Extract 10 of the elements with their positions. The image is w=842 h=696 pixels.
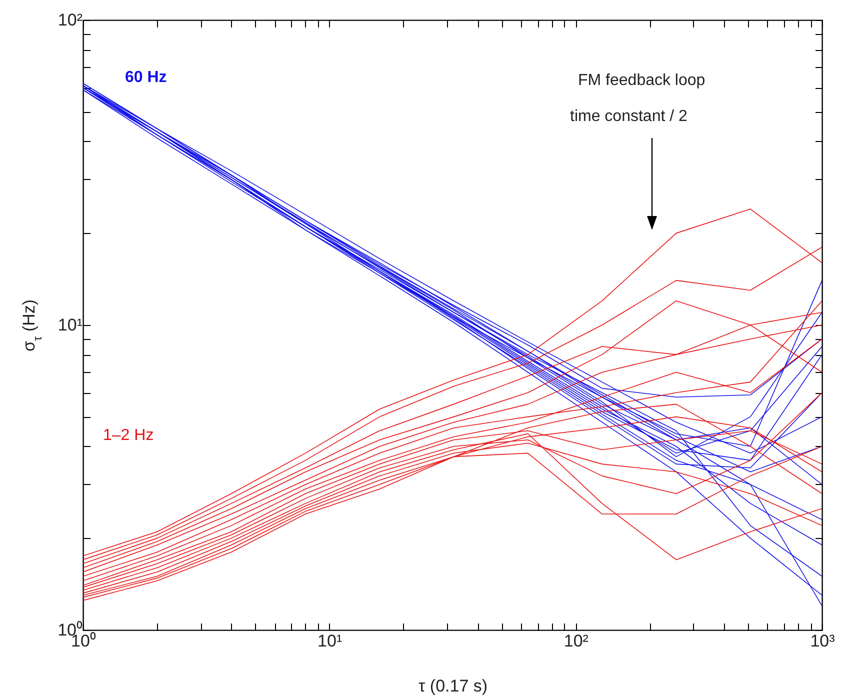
x-tick-label: 10² (564, 632, 589, 650)
annotation: FM feedback loop (578, 72, 706, 90)
x-axis-title: τ (0.17 s) (418, 676, 488, 696)
annotation: 60 Hz (125, 69, 167, 87)
annotation: 1–2 Hz (103, 427, 154, 445)
x-tick-label: 10¹ (318, 632, 342, 650)
y-tick-label: 10² (58, 10, 83, 30)
y-tick-label: 10¹ (58, 316, 83, 334)
annotation: time constant / 2 (570, 108, 688, 126)
x-tick-label: 10³ (810, 632, 836, 650)
